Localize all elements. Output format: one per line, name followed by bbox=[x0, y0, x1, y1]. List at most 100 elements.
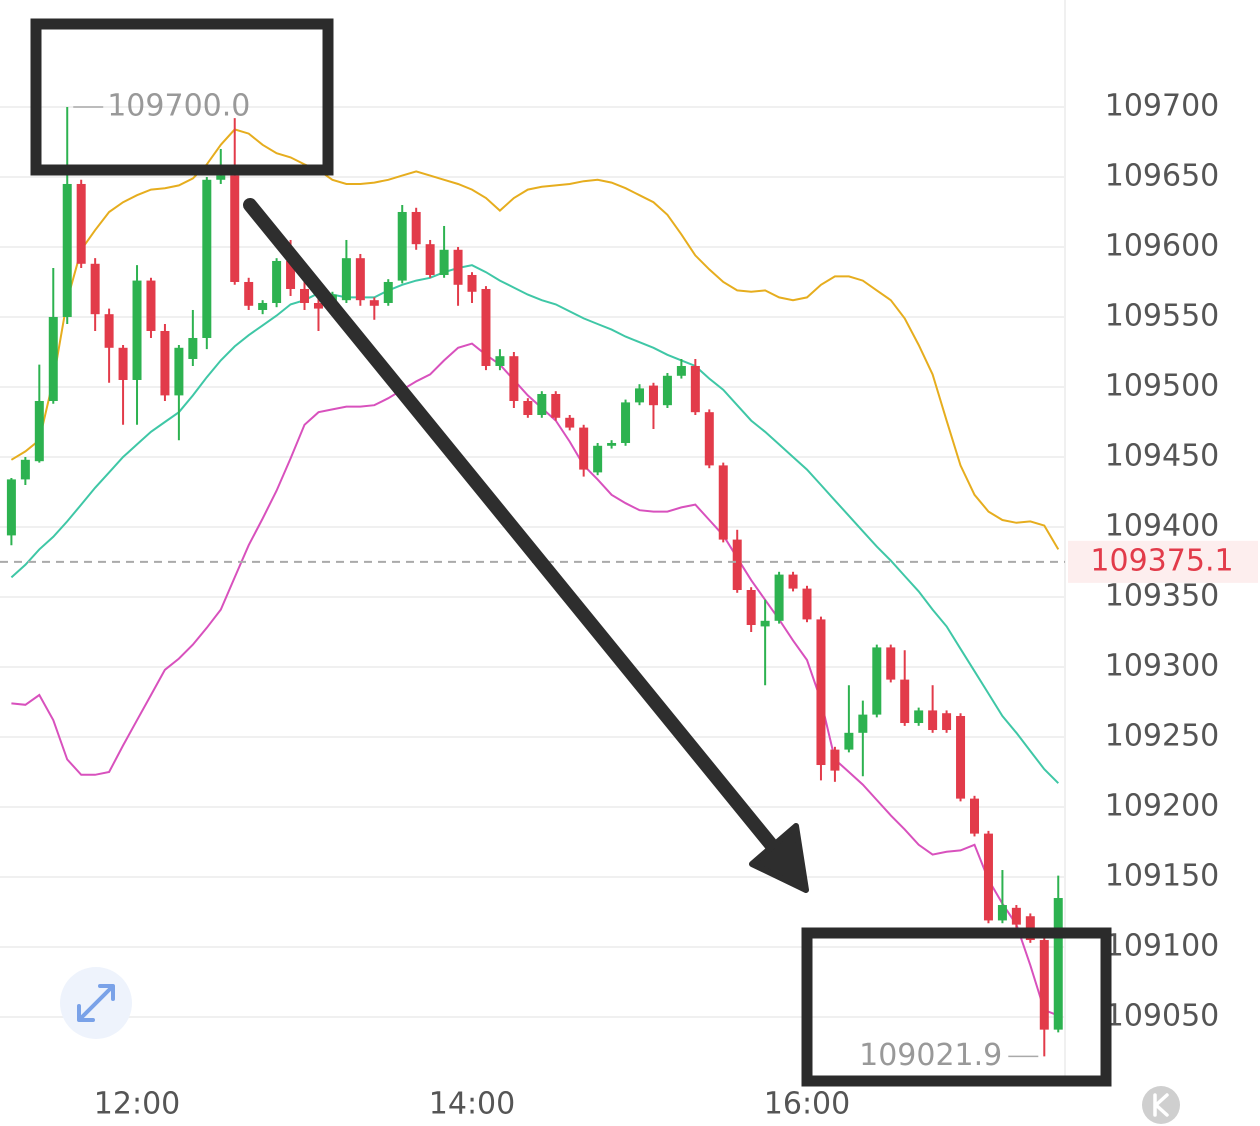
y-tick-label: 109250 bbox=[1105, 719, 1220, 754]
candle-body bbox=[621, 402, 631, 443]
candle-body bbox=[258, 302, 268, 310]
candle-body bbox=[1011, 907, 1021, 925]
candle-body bbox=[453, 249, 463, 285]
candle bbox=[900, 650, 910, 726]
candle-body bbox=[886, 647, 896, 680]
candle-body bbox=[844, 732, 854, 750]
candle-body bbox=[662, 375, 672, 406]
candle-body bbox=[900, 679, 910, 724]
candle bbox=[956, 713, 966, 802]
candle-body bbox=[286, 260, 296, 289]
candle-body bbox=[6, 479, 16, 536]
overlay: 109050 109100 109150 109200 109250 109300 1093… bbox=[0, 88, 1258, 1122]
candle-body bbox=[34, 400, 44, 462]
candle bbox=[788, 571, 798, 592]
candle-body bbox=[341, 258, 351, 301]
candle-body bbox=[425, 244, 435, 275]
candle-body bbox=[272, 260, 282, 303]
candle-body bbox=[579, 427, 589, 470]
candle-body bbox=[914, 710, 924, 724]
candle-body bbox=[830, 749, 840, 771]
candle-body bbox=[383, 281, 393, 303]
candle-body bbox=[313, 302, 323, 309]
y-tick-label: 109600 bbox=[1105, 228, 1220, 263]
grid bbox=[0, 105, 1065, 1019]
candle-body bbox=[858, 714, 868, 733]
candle bbox=[551, 391, 561, 421]
candle bbox=[942, 710, 952, 733]
y-tick-label: 109500 bbox=[1105, 368, 1220, 403]
candle bbox=[244, 277, 254, 310]
candle-body bbox=[872, 647, 882, 715]
band-line bbox=[10, 128, 1060, 550]
annotation-box bbox=[801, 927, 1112, 1087]
candle bbox=[174, 344, 184, 441]
y-tick-label: 109300 bbox=[1105, 649, 1220, 684]
candle bbox=[48, 267, 58, 404]
candle-body bbox=[397, 211, 407, 281]
candles bbox=[6, 106, 1063, 1057]
y-tick-label: 109100 bbox=[1105, 929, 1220, 964]
k-button[interactable] bbox=[1142, 1086, 1180, 1124]
expand-button[interactable] bbox=[60, 967, 132, 1039]
candle bbox=[202, 176, 212, 350]
candle bbox=[579, 424, 589, 477]
candle-body bbox=[593, 445, 603, 473]
candle bbox=[369, 297, 379, 320]
candle bbox=[914, 707, 924, 726]
candle-body bbox=[202, 179, 212, 338]
candle-body bbox=[551, 393, 561, 418]
x-tick-label: 16:00 bbox=[764, 1087, 850, 1122]
candle bbox=[439, 225, 449, 278]
candle-body bbox=[20, 459, 30, 480]
candle bbox=[341, 239, 351, 303]
candle-body bbox=[509, 356, 519, 401]
candle bbox=[62, 106, 72, 324]
candle bbox=[1011, 905, 1021, 928]
candle-body bbox=[355, 258, 365, 301]
y-tick-label: 109200 bbox=[1105, 789, 1220, 824]
candle bbox=[467, 272, 477, 303]
candle-body bbox=[62, 183, 72, 317]
y-tick-label: 109050 bbox=[1105, 999, 1220, 1034]
candle bbox=[495, 349, 505, 371]
candle-body bbox=[635, 388, 645, 403]
candle bbox=[844, 685, 854, 753]
candle bbox=[830, 746, 840, 782]
x-tick-label: 12:00 bbox=[94, 1087, 180, 1122]
candle bbox=[76, 179, 86, 268]
candle bbox=[802, 585, 812, 623]
candle bbox=[537, 391, 547, 418]
candle bbox=[1053, 875, 1063, 1033]
candle-body bbox=[244, 281, 254, 306]
last-price-bg bbox=[1068, 540, 1258, 583]
candle-body bbox=[160, 330, 170, 396]
candle bbox=[983, 830, 993, 924]
candle bbox=[621, 399, 631, 446]
candle-body bbox=[495, 356, 505, 366]
candle-body bbox=[467, 274, 477, 292]
candle-body bbox=[718, 465, 728, 540]
candle bbox=[746, 587, 756, 633]
candle-body bbox=[48, 316, 58, 401]
candle-body bbox=[523, 400, 533, 415]
candle bbox=[453, 246, 463, 306]
candle-body bbox=[174, 347, 184, 396]
x-tick-label: 14:00 bbox=[429, 1087, 515, 1122]
candle bbox=[1039, 937, 1049, 1057]
y-tick-label: 109700 bbox=[1105, 88, 1220, 123]
candle-body bbox=[537, 393, 547, 415]
annotation-box bbox=[30, 18, 334, 176]
candle-body bbox=[1039, 940, 1049, 1030]
candle-body bbox=[146, 280, 156, 331]
candle bbox=[160, 323, 170, 401]
candle bbox=[690, 358, 700, 415]
candle bbox=[272, 258, 282, 308]
candle bbox=[300, 281, 310, 310]
last-price-label: 109375.1 bbox=[1090, 543, 1233, 578]
candle-body bbox=[230, 175, 240, 282]
candle bbox=[760, 599, 770, 686]
candle-body bbox=[1053, 898, 1063, 1030]
candle bbox=[704, 409, 714, 469]
candle bbox=[928, 685, 938, 733]
